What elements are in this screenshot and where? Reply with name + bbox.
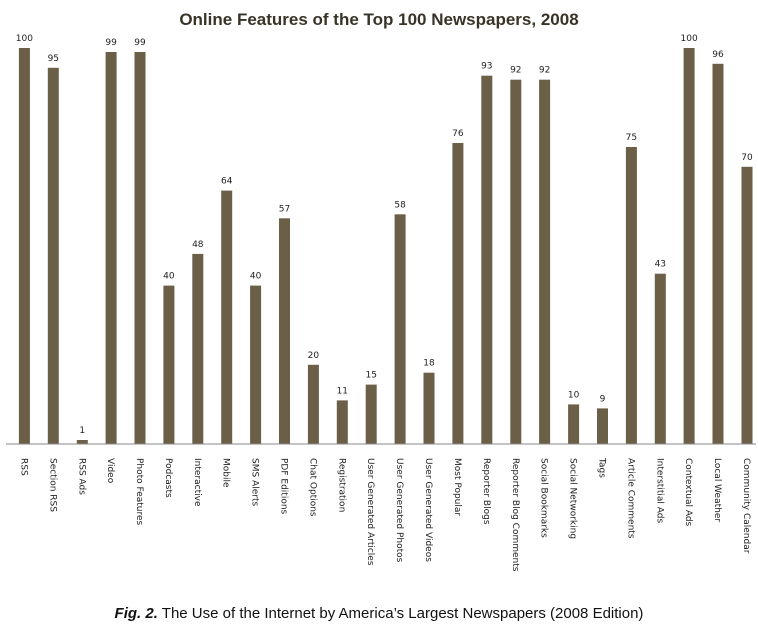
value-label-19: 10 bbox=[568, 390, 580, 400]
bar-23 bbox=[683, 48, 695, 444]
value-label-7: 64 bbox=[221, 177, 233, 187]
tick-label-7: Mobile bbox=[221, 458, 231, 488]
bar-20 bbox=[597, 408, 608, 444]
bar-22 bbox=[654, 273, 666, 444]
tick-label-18: Social Bookmarks bbox=[539, 458, 549, 538]
tick-label-21: Article Comments bbox=[625, 458, 635, 539]
value-label-15: 76 bbox=[452, 129, 464, 139]
tick-label-8: SMS Alerts bbox=[250, 458, 260, 506]
bar-7 bbox=[221, 190, 233, 444]
tick-label-10: Chat Options bbox=[307, 458, 317, 517]
value-label-2: 1 bbox=[79, 426, 85, 436]
value-label-18: 92 bbox=[539, 66, 550, 76]
value-label-17: 92 bbox=[510, 66, 521, 76]
value-label-24: 96 bbox=[712, 50, 724, 60]
caption-text: The Use of the Internet by America’s Lar… bbox=[157, 605, 644, 622]
value-label-4: 99 bbox=[134, 38, 146, 48]
value-label-6: 48 bbox=[192, 240, 204, 250]
value-label-25: 70 bbox=[741, 153, 753, 163]
bar-15 bbox=[452, 143, 464, 444]
bar-21 bbox=[625, 147, 637, 444]
value-label-11: 11 bbox=[337, 386, 348, 396]
tick-label-15: Most Popular bbox=[452, 458, 462, 516]
tick-label-11: Registration bbox=[336, 458, 346, 512]
tick-label-13: User Generated Photos bbox=[394, 458, 404, 563]
bar-13 bbox=[394, 214, 406, 444]
figure-caption: Fig. 2. The Use of the Internet by Ameri… bbox=[0, 605, 758, 622]
tick-label-20: Tags bbox=[597, 457, 607, 478]
value-label-22: 43 bbox=[655, 260, 666, 270]
tick-label-4: Photo Features bbox=[134, 458, 144, 526]
bar-0 bbox=[18, 48, 30, 444]
value-label-3: 99 bbox=[105, 38, 117, 48]
tick-label-2: RSS Ads bbox=[76, 458, 86, 495]
chart-title: Online Features of the Top 100 Newspaper… bbox=[179, 10, 578, 29]
value-label-23: 100 bbox=[681, 34, 698, 44]
bar-9 bbox=[279, 218, 290, 444]
tick-label-24: Local Weather bbox=[712, 458, 722, 522]
value-label-14: 18 bbox=[423, 359, 435, 369]
tick-label-14: User Generated Videos bbox=[423, 458, 433, 562]
tick-label-16: Reporter Blogs bbox=[481, 458, 491, 525]
tick-label-17: Reporter Blog Comments bbox=[510, 458, 520, 572]
tick-label-0: RSS bbox=[18, 458, 28, 476]
tick-label-12: User Generated Articles bbox=[365, 458, 375, 566]
value-label-8: 40 bbox=[250, 272, 262, 282]
tick-label-3: Video bbox=[105, 458, 115, 484]
bar-12 bbox=[365, 384, 377, 444]
tick-label-23: Contextual Ads bbox=[683, 458, 693, 527]
value-label-9: 57 bbox=[279, 204, 290, 214]
bar-2 bbox=[76, 440, 88, 444]
value-label-20: 9 bbox=[600, 394, 606, 404]
value-labels-group: 100 95 1 99 99 40 48 64 40 57 20 11 15 58 18 76 93 92 92 10… bbox=[16, 34, 753, 436]
tick-labels-group: RSS Section RSS RSS Ads Video Photo Features… bbox=[18, 457, 751, 572]
value-label-10: 20 bbox=[308, 351, 320, 361]
bar-5 bbox=[163, 285, 175, 444]
tick-label-1: Section RSS bbox=[47, 458, 57, 512]
bar-8 bbox=[250, 285, 262, 444]
tick-label-6: Interactive bbox=[192, 458, 202, 507]
bar-19 bbox=[568, 404, 580, 444]
value-label-1: 95 bbox=[48, 54, 59, 64]
tick-label-19: Social Networking bbox=[568, 458, 578, 539]
bar-4 bbox=[134, 52, 146, 444]
value-label-5: 40 bbox=[163, 272, 175, 282]
value-label-21: 75 bbox=[626, 133, 637, 143]
bar-14 bbox=[423, 372, 435, 444]
bar-18 bbox=[539, 79, 551, 444]
tick-label-25: Community Calendar bbox=[741, 458, 751, 554]
bar-3 bbox=[105, 52, 117, 444]
bar-16 bbox=[481, 75, 493, 444]
bar-6 bbox=[192, 253, 204, 444]
bar-17 bbox=[510, 79, 522, 444]
value-label-0: 100 bbox=[16, 34, 33, 44]
bar-chart: Online Features of the Top 100 Newspaper… bbox=[6, 10, 756, 572]
tick-label-5: Podcasts bbox=[163, 458, 173, 498]
bar-1 bbox=[47, 67, 59, 445]
bar-25 bbox=[741, 166, 753, 445]
bars-group bbox=[18, 48, 753, 445]
caption-figure-label: Fig. 2. bbox=[114, 605, 158, 622]
bar-11 bbox=[336, 400, 348, 444]
tick-label-22: Interstitial Ads bbox=[654, 458, 664, 523]
value-label-16: 93 bbox=[481, 62, 492, 72]
tick-label-9: PDF Editions bbox=[279, 458, 289, 515]
bar-24 bbox=[712, 63, 724, 445]
bar-10 bbox=[307, 364, 319, 444]
value-label-13: 58 bbox=[394, 200, 406, 210]
value-label-12: 15 bbox=[365, 371, 376, 381]
